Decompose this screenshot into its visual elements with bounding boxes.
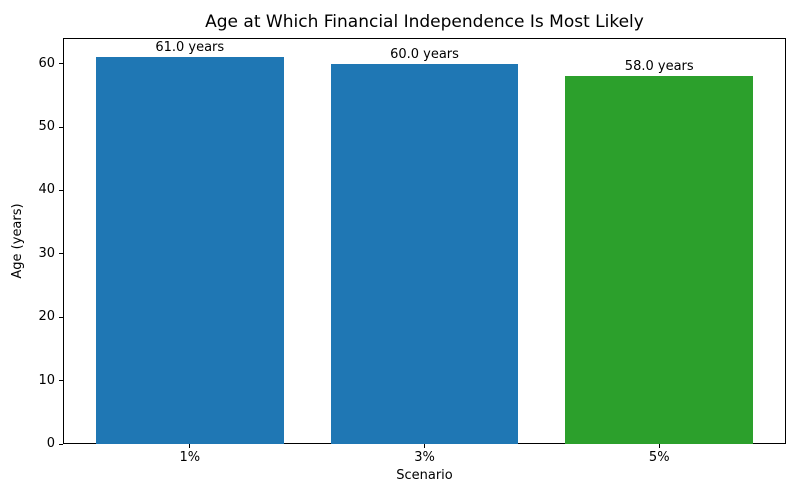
y-tick-mark	[59, 316, 63, 318]
bar-value-label: 60.0 years	[390, 46, 459, 62]
x-tick-mark	[189, 444, 191, 448]
y-tick-mark	[59, 189, 63, 191]
x-axis-label: Scenario	[396, 468, 453, 483]
y-tick-label: 0	[46, 436, 55, 451]
bar-value-label: 61.0 years	[155, 40, 225, 56]
y-tick-label: 20	[38, 309, 55, 325]
y-tick-mark	[59, 126, 63, 128]
y-tick-label: 50	[38, 119, 55, 135]
y-axis-label: Age (years)	[10, 203, 25, 279]
y-tick-label: 40	[38, 182, 55, 198]
bar	[95, 57, 284, 444]
chart-title: Age at Which Financial Independence Is M…	[205, 12, 644, 32]
y-tick-label: 60	[38, 55, 55, 71]
y-tick-mark	[59, 443, 63, 445]
bar-value-label: 58.0 years	[624, 59, 694, 75]
x-tick-mark	[424, 444, 425, 448]
y-tick-label: 10	[38, 372, 55, 388]
x-tick-label: 3%	[414, 450, 435, 465]
x-tick-mark	[658, 444, 660, 448]
y-tick-label: 30	[38, 245, 55, 261]
y-tick-mark	[59, 63, 63, 65]
y-tick-mark	[59, 253, 63, 255]
y-tick-mark	[59, 380, 63, 382]
bar	[330, 63, 519, 444]
x-tick-label: 5%	[648, 450, 670, 465]
x-tick-label: 1%	[179, 450, 201, 465]
bar	[565, 76, 754, 444]
